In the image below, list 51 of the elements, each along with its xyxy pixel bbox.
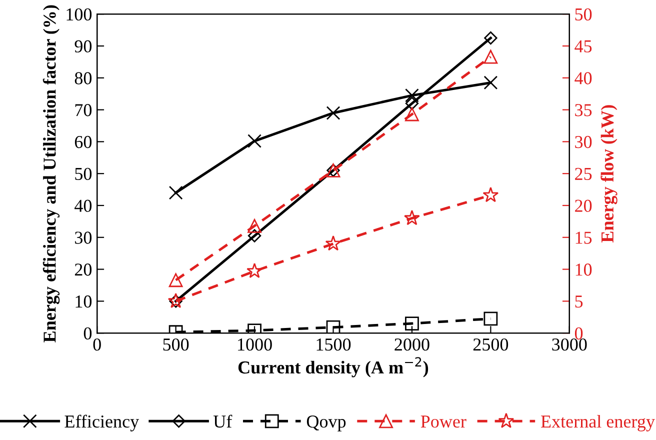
point: [482, 186, 499, 202]
point: [326, 106, 340, 120]
y-tick-label: 30: [75, 232, 92, 244]
point: [168, 273, 183, 288]
x-tick-label: 0: [93, 338, 101, 351]
x-tick-label: 1000: [238, 338, 272, 351]
x-tick-label: 3000: [552, 338, 587, 351]
x-axis-title: Current density (A m$^{−2}$): [238, 357, 428, 378]
point: [404, 210, 420, 226]
point: [484, 50, 498, 64]
y2-tick-label: 20: [575, 200, 592, 212]
point: [325, 235, 342, 251]
legend-label: Efficiency: [64, 414, 140, 432]
y-tick-label: 70: [75, 104, 92, 116]
x-tick-label: 2500: [473, 338, 508, 351]
y-tick-label: 40: [74, 200, 92, 212]
y2-tick-label: 45: [574, 40, 592, 52]
y2-tick-label: 35: [575, 104, 592, 116]
y-tick-label: 20: [74, 264, 92, 276]
y-axis-title: Energy efficiency and Utilization factor (%): [42, 5, 60, 342]
point: [405, 107, 419, 122]
y2-axis-title: Energy flow (kW): [600, 105, 618, 242]
point: [248, 218, 262, 233]
x-tick-label: 2000: [394, 338, 430, 351]
y-tick-label: 50: [75, 168, 92, 180]
x-tick-label: 500: [163, 338, 189, 351]
y2-tick-label: 40: [574, 72, 592, 84]
legend-label: Qovp: [306, 416, 346, 432]
y-tick-label: 10: [76, 295, 92, 308]
y-tick-label: 0: [84, 327, 92, 340]
y-tick-label: 80: [74, 72, 92, 84]
legend-label: Uf: [213, 414, 232, 428]
y2-tick-label: 10: [576, 264, 592, 276]
x-tick-label: 1500: [316, 338, 351, 351]
y2-tick-label: 0: [574, 327, 583, 340]
point: [246, 262, 262, 278]
y-tick-label: 90: [74, 40, 92, 52]
y2-tick-label: 15: [576, 232, 592, 244]
point: [326, 320, 340, 334]
y-tick-label: 60: [74, 136, 92, 148]
y2-tick-label: 30: [575, 136, 592, 148]
y-tick-label: 100: [66, 8, 92, 21]
point: [405, 316, 419, 330]
y2-tick-label: 25: [575, 168, 592, 180]
legend-label: Power: [420, 416, 466, 428]
point: [484, 312, 498, 326]
y2-tick-label: 50: [575, 8, 592, 21]
legend-label: External energy: [541, 414, 655, 432]
point: [484, 76, 498, 90]
y2-tick-label: 5: [575, 296, 583, 308]
point: [484, 31, 498, 45]
